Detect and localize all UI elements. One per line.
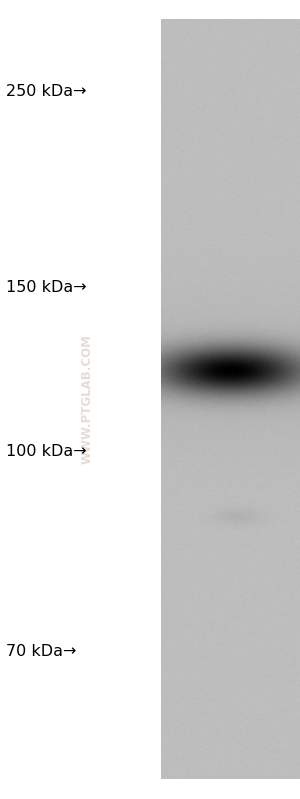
Text: WWW.PTGLAB.COM: WWW.PTGLAB.COM xyxy=(80,335,94,464)
Text: 70 kDa→: 70 kDa→ xyxy=(6,644,76,658)
Text: 100 kDa→: 100 kDa→ xyxy=(6,444,87,459)
Text: 150 kDa→: 150 kDa→ xyxy=(6,280,87,295)
Text: 250 kDa→: 250 kDa→ xyxy=(6,85,86,99)
